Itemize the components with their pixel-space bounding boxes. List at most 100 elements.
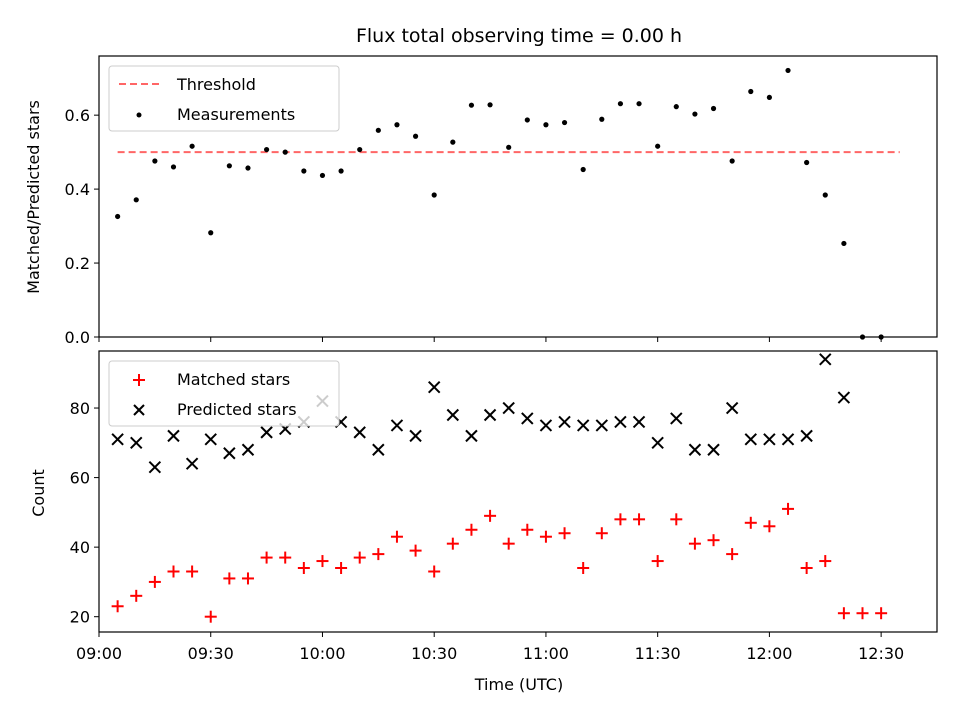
measurement-point: [208, 230, 214, 236]
predicted-star-point: [763, 433, 776, 446]
matched-star-point: [837, 607, 850, 620]
matched-star-point: [130, 589, 143, 602]
measurement-point: [710, 105, 717, 112]
legend-predicted-label: Predicted stars: [177, 400, 297, 419]
predicted-star-point: [521, 412, 534, 425]
matched-star-point: [726, 548, 739, 561]
legend-matched-swatch: [133, 374, 145, 386]
matched-star-point: [372, 548, 385, 561]
legend-threshold-label: Threshold: [176, 75, 256, 94]
predicted-star-point: [390, 419, 404, 432]
predicted-star-point: [576, 419, 590, 432]
measurement-point: [487, 102, 493, 108]
matched-star-point: [614, 513, 627, 526]
bottom-y-axis-label: Count: [29, 469, 48, 517]
predicted-star-point: [707, 443, 720, 456]
measurement-point: [133, 197, 139, 203]
predicted-star-point: [427, 380, 441, 394]
matched-star-point: [335, 562, 348, 575]
predicted-star-point: [744, 433, 757, 446]
matched-star-point: [502, 537, 515, 550]
predicted-star-point: [595, 419, 609, 432]
matched-star-point: [763, 520, 776, 533]
top-y-tick-label: 0.2: [65, 254, 90, 273]
top-y-tick-label: 0.0: [65, 328, 90, 347]
x-tick-label: 09:00: [76, 644, 122, 663]
matched-star-point: [260, 551, 273, 564]
predicted-star-point: [725, 401, 739, 415]
matched-star-point: [875, 607, 888, 620]
matched-star-point: [148, 575, 161, 588]
matched-star-point: [800, 562, 813, 575]
legend-measurements-swatch: [136, 112, 142, 118]
predicted-star-point: [241, 443, 255, 456]
measurement-point: [748, 88, 754, 95]
top-x-ticks: [98, 337, 882, 342]
predicted-star-point: [465, 429, 478, 443]
measurement-point: [152, 158, 158, 164]
measurement-point: [655, 143, 661, 149]
top-axes-frame: [98, 55, 938, 338]
measurement-point: [338, 168, 344, 174]
measurement-point: [692, 111, 698, 117]
predicted-star-point: [614, 415, 627, 429]
bottom-axes-frame: [98, 350, 938, 633]
matched-star-point: [409, 544, 422, 557]
matched-star-point: [316, 555, 329, 568]
measurement-point: [468, 102, 475, 108]
predicted-star-point: [837, 391, 851, 404]
top-panel: Flux total observing time = 0.00 h 0.00.…: [24, 25, 938, 347]
predicted-star-point: [670, 412, 683, 425]
measurement-point: [804, 159, 810, 166]
measurement-point: [673, 104, 679, 110]
top-y-axis-label: Matched/Predicted stars: [24, 100, 43, 294]
top-y-tick-label: 0.4: [65, 180, 90, 199]
predicted-star-point: [632, 415, 646, 429]
bottom-x-ticks: 09:00 09:30 10:00 10:30 11:00 11:30 12:00 12:30: [76, 632, 904, 663]
matched-star-point: [279, 551, 292, 564]
bottom-legend-box: [108, 360, 340, 427]
predicted-star-point: [558, 415, 571, 429]
predicted-star-point: [167, 429, 180, 443]
measurement-points: [115, 67, 884, 340]
measurement-point: [506, 144, 512, 150]
legend-matched-label: Matched stars: [177, 370, 290, 389]
matched-star-point: [186, 565, 199, 578]
measurement-point: [394, 122, 400, 128]
measurement-point: [729, 158, 735, 164]
bottom-panel: 20 40 60 80 09:00 09:30 10:00 10:30 11:00 11:30 1…: [29, 350, 938, 694]
measurement-point: [282, 149, 288, 155]
matched-star-point: [577, 562, 590, 575]
matched-star-point: [111, 600, 124, 613]
matched-star-point: [633, 513, 646, 526]
matched-star-point: [297, 562, 310, 575]
bottom-legend: Matched stars Predicted stars: [108, 360, 340, 427]
predicted-star-point: [502, 401, 515, 415]
matched-star-point: [782, 502, 795, 515]
predicted-star-point: [372, 443, 385, 456]
matched-star-point: [539, 530, 552, 543]
matched-star-point: [241, 572, 254, 585]
predicted-star-point: [111, 433, 124, 446]
matched-star-point: [856, 607, 869, 620]
predicted-star-point: [800, 429, 813, 443]
x-tick-label: 12:00: [746, 644, 792, 663]
bottom-y-tick-label: 80: [70, 399, 90, 418]
predicted-star-point: [539, 419, 553, 432]
predicted-star-point: [409, 429, 422, 443]
top-y-tick-label: 0.6: [65, 106, 90, 125]
measurement-point: [580, 166, 586, 173]
matched-star-point: [428, 565, 441, 578]
x-tick-label: 11:00: [523, 644, 569, 663]
top-y-ticks: 0.0 0.2 0.4 0.6: [65, 106, 99, 347]
matched-star-point: [484, 509, 497, 522]
matched-star-point: [651, 555, 664, 568]
matched-star-point: [744, 516, 757, 529]
predicted-star-point: [651, 436, 664, 450]
measurement-point: [543, 122, 549, 128]
matched-star-point: [223, 572, 236, 585]
matched-star-point: [688, 537, 701, 550]
predicted-star-point: [781, 433, 795, 446]
matched-star-point: [707, 534, 720, 547]
bottom-y-ticks: 20 40 60 80: [70, 399, 99, 627]
